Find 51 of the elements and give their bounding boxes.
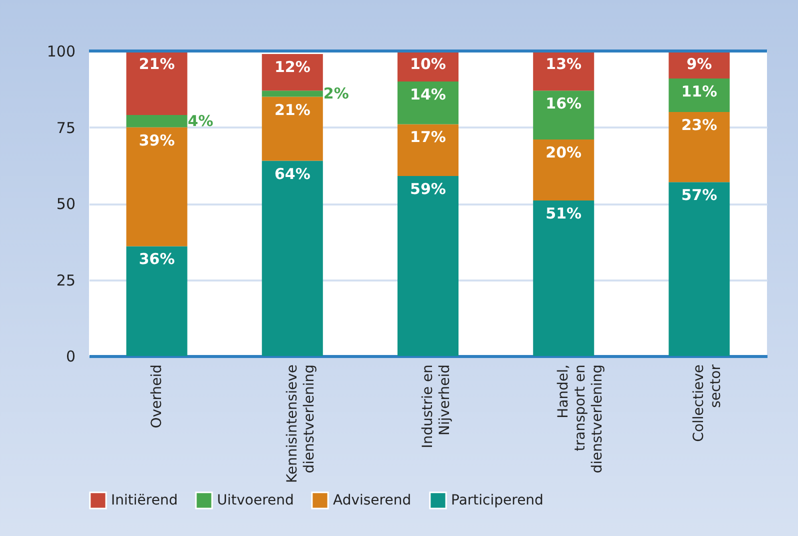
legend-label: Initiërend — [111, 492, 178, 508]
bar — [397, 124, 459, 176]
data-label: 4% — [188, 112, 214, 130]
data-label: 2% — [323, 84, 349, 103]
data-label: 9% — [686, 55, 712, 73]
bar — [262, 96, 323, 161]
bar — [262, 90, 323, 97]
bar — [533, 90, 594, 140]
legend-label: Participerend — [451, 492, 544, 508]
data-label: 10% — [410, 55, 446, 73]
legend-label: Uitvoerend — [217, 492, 294, 508]
x-tick-label: Overheid — [148, 364, 165, 428]
bar — [668, 112, 730, 182]
bar — [533, 139, 594, 200]
bar — [262, 54, 323, 91]
data-label: 14% — [410, 86, 446, 104]
bar — [262, 160, 323, 356]
data-label: 39% — [138, 131, 175, 150]
x-tick-label: Collectieve sector — [691, 364, 724, 442]
data-label: 20% — [546, 143, 582, 162]
data-label: 51% — [546, 204, 582, 222]
y-tick-label: 100 — [46, 42, 76, 60]
x-tick-label: Industrie en Nijverheid — [420, 364, 453, 448]
data-label: 17% — [410, 128, 446, 146]
y-tick-label: 25 — [56, 271, 76, 290]
data-label: 21% — [274, 100, 310, 119]
data-label: 64% — [274, 164, 310, 183]
x-tick-label: Handel, transport en dienstverlening — [556, 364, 606, 474]
bar — [126, 246, 188, 356]
y-tick-label: 75 — [56, 118, 76, 137]
bar — [668, 78, 730, 112]
bar — [397, 176, 459, 356]
bar — [126, 115, 188, 128]
data-label: 11% — [681, 82, 718, 100]
bar — [668, 182, 730, 356]
data-label: 21% — [138, 55, 175, 73]
data-label: 57% — [681, 186, 718, 204]
bar — [126, 127, 188, 246]
bar — [126, 51, 188, 116]
legend-label: Adviserend — [333, 492, 412, 508]
data-label: 16% — [546, 94, 582, 113]
data-label: 13% — [546, 55, 582, 73]
x-tick-label: Kennisintensieve dienstverlening — [284, 364, 318, 483]
data-label: 12% — [274, 58, 310, 76]
y-tick-label: 50 — [56, 195, 76, 213]
data-label: 36% — [138, 250, 175, 268]
data-label: 59% — [410, 180, 446, 198]
bar — [397, 82, 459, 124]
y-tick-label: 0 — [66, 348, 76, 366]
bar — [533, 200, 594, 356]
data-label: 23% — [681, 116, 718, 134]
